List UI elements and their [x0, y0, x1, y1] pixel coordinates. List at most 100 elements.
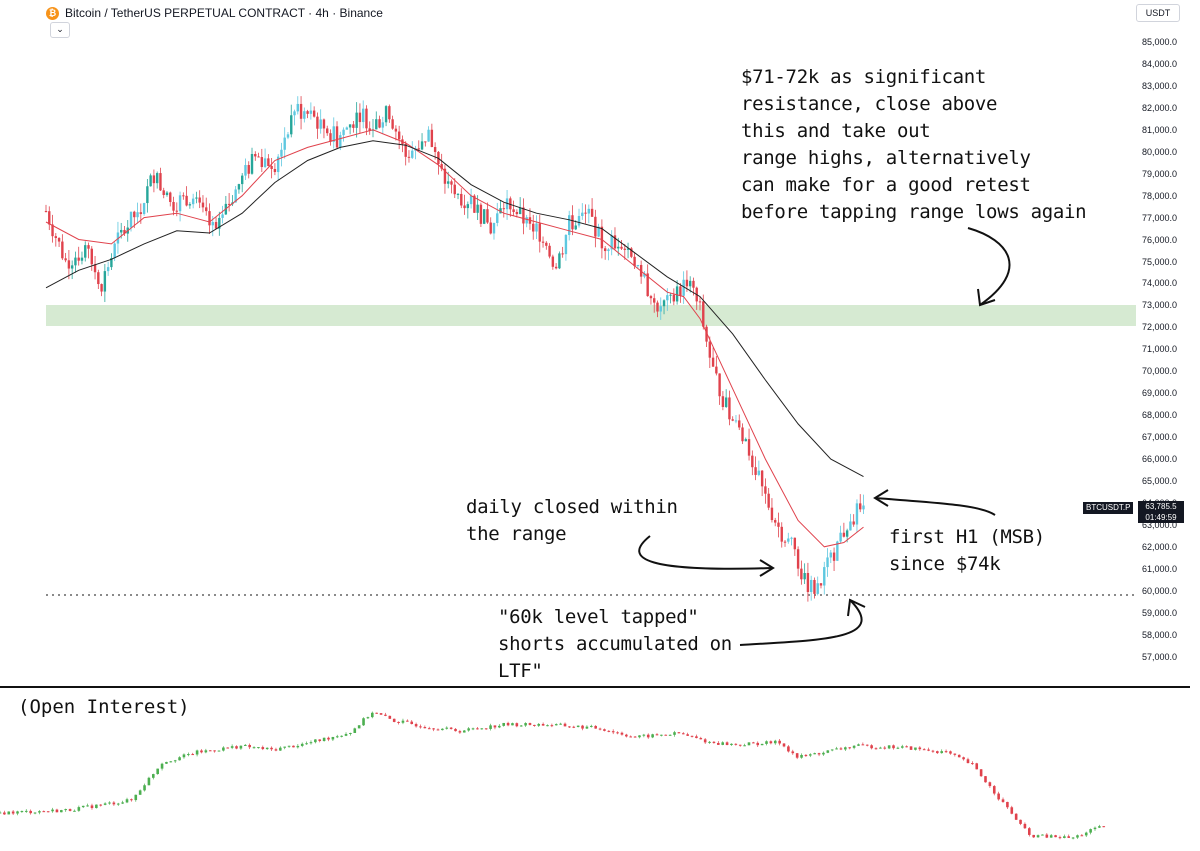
currency-selector[interactable]: USDT [1136, 4, 1180, 22]
candle-body [653, 298, 656, 303]
msb-arrow-head [873, 489, 889, 507]
candle-body [146, 186, 149, 204]
oi-candle-body [738, 744, 742, 746]
candle-body [120, 229, 123, 233]
symbol-price-tag: BTCUSDT.P [1083, 502, 1134, 514]
candle-body [342, 129, 345, 136]
candle-body [378, 119, 381, 128]
oi-candle-body [721, 742, 724, 745]
oi-candle-body [138, 790, 142, 795]
oi-candle-body [410, 721, 414, 725]
oi-candle-body [252, 747, 256, 749]
oi-candle-body [51, 809, 54, 812]
candle-body [842, 532, 846, 537]
oi-candle-body [1041, 834, 1044, 836]
price-axis-tick: 85,000.0 [1142, 37, 1178, 47]
candle-body [195, 197, 198, 199]
oi-candle-body [949, 751, 952, 754]
candle-body [283, 137, 286, 150]
oi-candle-body [603, 729, 606, 731]
oi-candle-body [594, 725, 597, 729]
oi-candle-body [957, 754, 961, 758]
oi-candle-body [533, 724, 536, 726]
candle-body [535, 223, 538, 232]
oi-candle-body [375, 712, 378, 714]
oi-candle-body [936, 751, 939, 754]
oi-candle-body [655, 734, 659, 736]
candle-body [845, 530, 849, 537]
candle-body [237, 184, 241, 190]
msb-arrow [874, 497, 996, 516]
oi-candle-body [879, 747, 882, 749]
oi-candle-body [997, 793, 1000, 800]
oi-candle-body [296, 745, 300, 748]
candle-body [643, 273, 646, 277]
candle-body [257, 156, 260, 158]
price-axis-tick: 72,000.0 [1142, 322, 1178, 333]
ema-slow-line [45, 140, 864, 478]
oi-candle-body [287, 745, 291, 747]
resistance-arrow [967, 227, 1011, 306]
oi-candle-body [695, 736, 698, 739]
oi-candle-body [813, 753, 816, 755]
oi-candle-body [537, 723, 541, 726]
oi-candle-body [927, 749, 930, 751]
oi-candle-body [646, 734, 650, 738]
oi-candle-body [703, 739, 707, 743]
oi-candle-body [1093, 827, 1097, 830]
oi-candle-body [611, 731, 615, 733]
price-axis-tick: 67,000.0 [1142, 432, 1178, 443]
candle-body [486, 209, 489, 223]
candle-body [57, 238, 61, 242]
candle-body [64, 258, 67, 261]
candle-body [319, 119, 322, 129]
candle-body [84, 245, 87, 258]
candle-body [188, 204, 192, 206]
candle-body [316, 116, 319, 129]
oi-candle-body [152, 774, 155, 778]
candle-body [839, 532, 842, 542]
oi-candle-body [743, 745, 746, 747]
candle-body [584, 212, 587, 214]
oi-candle-body [817, 753, 821, 755]
candle-body [368, 128, 371, 131]
candle-body [80, 257, 84, 261]
oi-candle-body [173, 760, 177, 762]
candle-body [90, 248, 93, 265]
candle-body [633, 256, 636, 267]
oi-candle-body [857, 744, 860, 746]
candle-body [244, 165, 247, 176]
oi-candle-body [1071, 837, 1075, 839]
oi-candle-body [909, 746, 913, 750]
oi-candle-body [165, 761, 168, 764]
oi-candle-body [725, 742, 729, 746]
candle-body [482, 209, 486, 224]
candle-body [424, 141, 427, 143]
collapse-button[interactable]: ⌄ [50, 22, 70, 38]
oi-candle-body [169, 761, 173, 763]
candle-body [250, 153, 254, 174]
oi-candle-body [800, 754, 803, 758]
price-axis-tick: 63,000.0 [1142, 519, 1178, 530]
candle-body [613, 235, 617, 249]
candle-body [836, 541, 839, 561]
chevron-down-icon: ⌄ [56, 25, 64, 35]
oi-candle-body [331, 736, 335, 740]
oi-candle-body [1076, 835, 1079, 838]
oi-candle-body [270, 747, 273, 750]
candle-body [443, 168, 447, 184]
oi-candle-body [116, 803, 120, 805]
oi-candle-body [953, 753, 957, 755]
candle-body [260, 157, 264, 168]
candle-body [473, 195, 476, 213]
candle-body [669, 294, 672, 296]
oi-candle-body [883, 747, 887, 749]
candle-body [276, 156, 280, 173]
oi-candle-body [1019, 819, 1022, 824]
oi-candle-body [1080, 835, 1084, 837]
candle-body [518, 207, 522, 215]
candle-body [303, 111, 306, 119]
oi-candle-body [686, 734, 689, 736]
candle-body [198, 197, 201, 203]
